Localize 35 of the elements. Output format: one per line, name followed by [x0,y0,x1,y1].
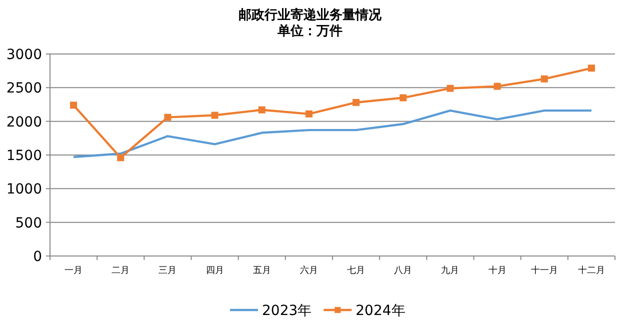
y-tick-label: 500 [15,215,42,232]
point [164,114,172,121]
x-tick-label: 十月 [488,265,506,275]
x-tick-label: 二月 [112,265,130,275]
y-tick-label: 1000 [6,182,42,198]
y-tick-label: 2000 [6,114,42,130]
x-tick-label: 四月 [206,265,224,275]
x-tick-label: 五月 [252,265,271,275]
y-tick-label: 0 [33,249,42,265]
x-tick-label: 九月 [441,265,460,275]
x-tick-label: 十二月 [578,265,605,275]
chart-subtitle: 单位：万件 [276,23,342,38]
y-tick-label: 2500 [6,80,42,97]
point [494,82,501,90]
x-tick-label: 六月 [300,265,318,275]
point [211,112,218,119]
x-tick-label: 七月 [347,265,366,275]
legend-label: 2024年 [356,303,406,319]
x-tick-label: 三月 [158,265,177,275]
chart-title: 邮政行业寄递业务量情况 [238,7,382,22]
x-tick-label: 十一月 [530,265,558,275]
point [352,98,360,106]
x-tick-label: 一月 [64,265,83,275]
y-tick-label: 3000 [6,47,42,63]
point [446,84,454,92]
legend-label: 2023年 [262,303,312,319]
x-tick-label: 八月 [394,265,412,275]
point [258,106,266,114]
point [588,64,595,72]
point [70,102,78,109]
point [540,75,548,82]
y-tick-label: 1500 [6,148,42,164]
point [305,110,312,118]
point [400,94,407,102]
point [117,154,124,162]
